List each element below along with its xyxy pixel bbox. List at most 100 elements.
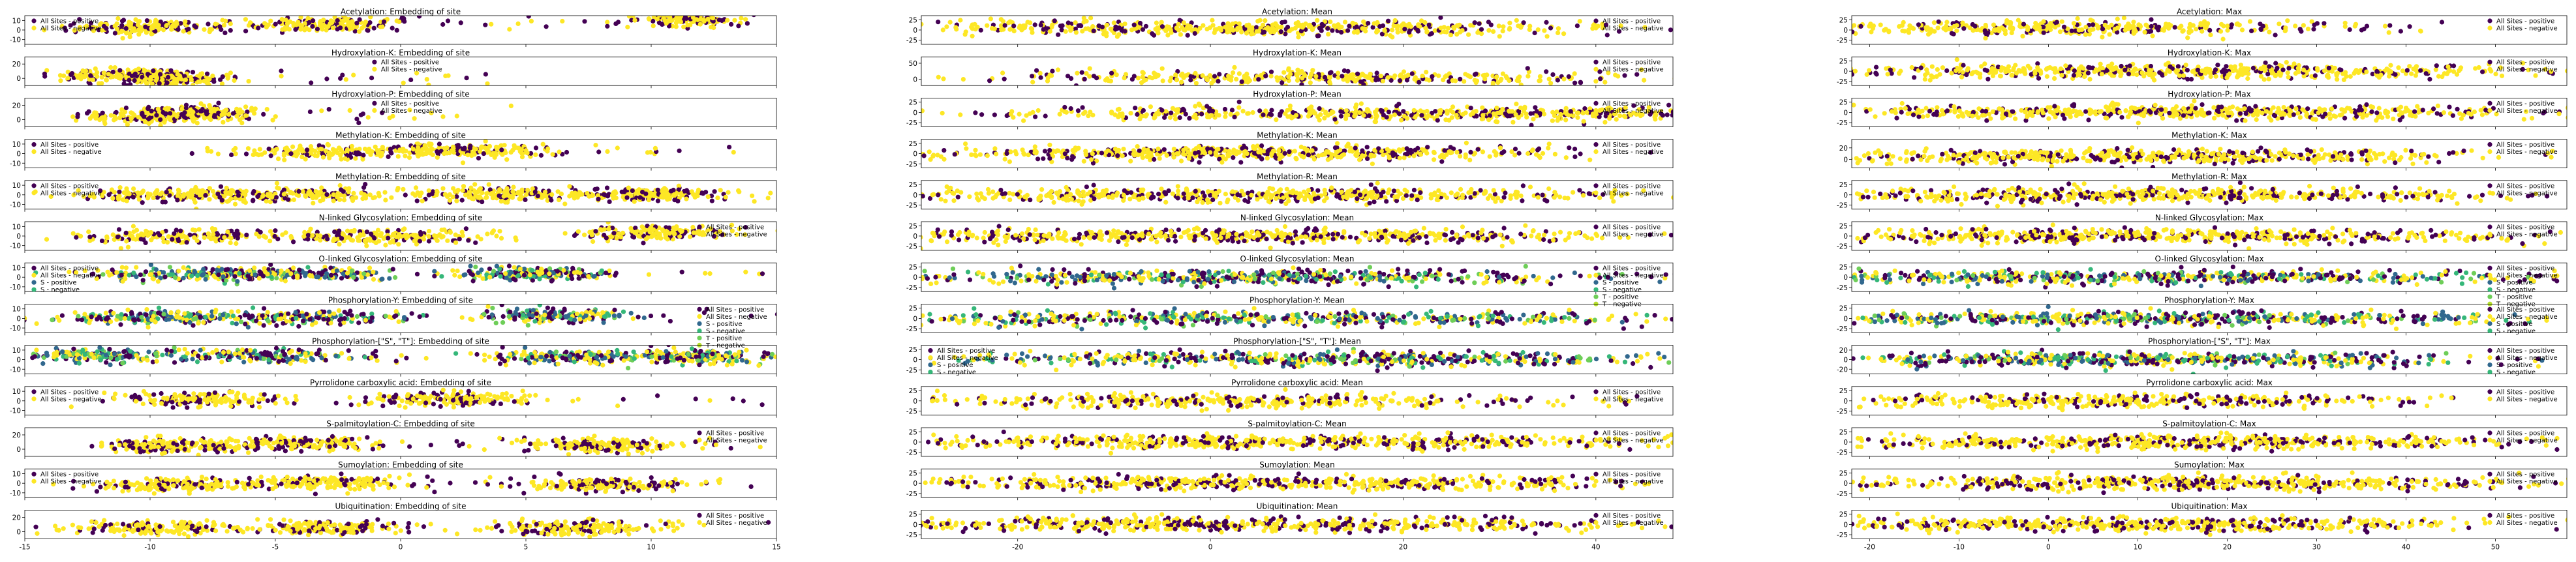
data-point xyxy=(164,348,170,353)
data-point xyxy=(487,266,493,271)
data-point xyxy=(626,16,632,19)
data-point xyxy=(337,197,343,202)
data-point xyxy=(681,24,686,29)
data-point xyxy=(440,186,446,191)
data-point xyxy=(164,190,169,195)
data-point xyxy=(145,196,151,201)
data-point xyxy=(314,195,319,200)
data-point xyxy=(853,353,858,357)
data-point xyxy=(624,195,630,200)
data-point xyxy=(688,10,692,15)
data-point xyxy=(176,269,181,274)
data-point xyxy=(836,190,841,195)
data-point xyxy=(222,235,227,240)
data-point xyxy=(181,114,187,120)
data-point xyxy=(482,312,487,317)
data-point xyxy=(40,361,46,366)
data-point xyxy=(130,224,136,229)
data-point xyxy=(359,274,364,280)
data-point xyxy=(361,271,367,276)
data-point xyxy=(213,274,218,280)
data-point xyxy=(248,20,253,25)
data-point xyxy=(349,268,355,273)
data-point xyxy=(268,263,273,267)
data-point xyxy=(651,18,656,23)
data-point xyxy=(232,201,238,207)
data-point xyxy=(442,192,448,197)
data-point xyxy=(341,320,346,325)
data-point xyxy=(345,312,350,317)
data-point xyxy=(582,357,588,362)
data-point xyxy=(526,312,532,317)
data-point xyxy=(183,19,188,24)
data-point xyxy=(158,192,163,197)
data-point xyxy=(283,25,288,31)
data-point xyxy=(511,276,516,282)
data-point xyxy=(555,361,560,366)
data-point xyxy=(305,147,310,153)
data-point xyxy=(225,267,230,272)
data-point xyxy=(504,275,509,280)
data-point xyxy=(590,311,595,316)
data-point xyxy=(506,263,512,269)
legend-label: All Sites - negative xyxy=(40,25,102,33)
data-point xyxy=(342,316,347,321)
data-point xyxy=(127,31,132,37)
data-point xyxy=(575,353,581,358)
data-point xyxy=(331,198,336,203)
data-point xyxy=(261,356,266,361)
legend-marker xyxy=(31,273,37,278)
data-point xyxy=(243,17,248,22)
y-tick-label: 0 xyxy=(16,315,21,323)
data-point xyxy=(319,185,324,190)
data-point xyxy=(611,231,617,236)
data-point xyxy=(348,308,353,314)
data-point xyxy=(232,78,237,83)
data-point xyxy=(654,16,660,22)
panel-title: Hydroxylation-P: Embedding of site xyxy=(331,89,470,98)
legend-label: S - positive xyxy=(706,321,743,328)
data-point xyxy=(189,273,194,278)
data-point xyxy=(313,320,318,325)
data-point xyxy=(595,311,601,316)
data-point xyxy=(614,235,619,241)
data-point xyxy=(348,26,353,31)
data-point xyxy=(380,110,385,115)
data-point xyxy=(99,238,104,244)
data-point xyxy=(677,148,682,153)
data-point xyxy=(369,231,374,237)
data-point xyxy=(493,320,498,325)
data-point xyxy=(132,78,137,83)
data-point xyxy=(551,271,557,276)
data-point xyxy=(154,113,159,118)
data-point xyxy=(124,186,129,191)
data-point xyxy=(209,236,214,241)
data-point xyxy=(249,108,254,113)
data-point xyxy=(234,321,239,327)
data-point xyxy=(153,29,158,34)
data-point xyxy=(243,321,248,327)
data-point xyxy=(560,18,565,24)
data-point xyxy=(350,19,355,24)
scatter-points xyxy=(25,222,776,250)
data-point xyxy=(389,195,394,200)
data-point xyxy=(513,235,518,241)
data-point xyxy=(557,198,562,203)
data-point xyxy=(800,20,805,24)
data-point xyxy=(666,345,671,348)
data-point xyxy=(519,155,525,160)
data-point xyxy=(512,356,517,361)
data-point xyxy=(466,238,471,243)
data-point xyxy=(247,268,253,273)
data-point xyxy=(654,230,660,235)
data-point xyxy=(512,315,517,320)
data-point xyxy=(198,108,203,113)
data-point xyxy=(901,18,906,22)
data-point xyxy=(119,107,125,112)
data-point xyxy=(444,145,450,151)
data-point xyxy=(823,197,827,201)
data-point xyxy=(361,312,366,317)
legend-label: All Sites - negative xyxy=(40,273,102,280)
data-point xyxy=(397,19,402,24)
